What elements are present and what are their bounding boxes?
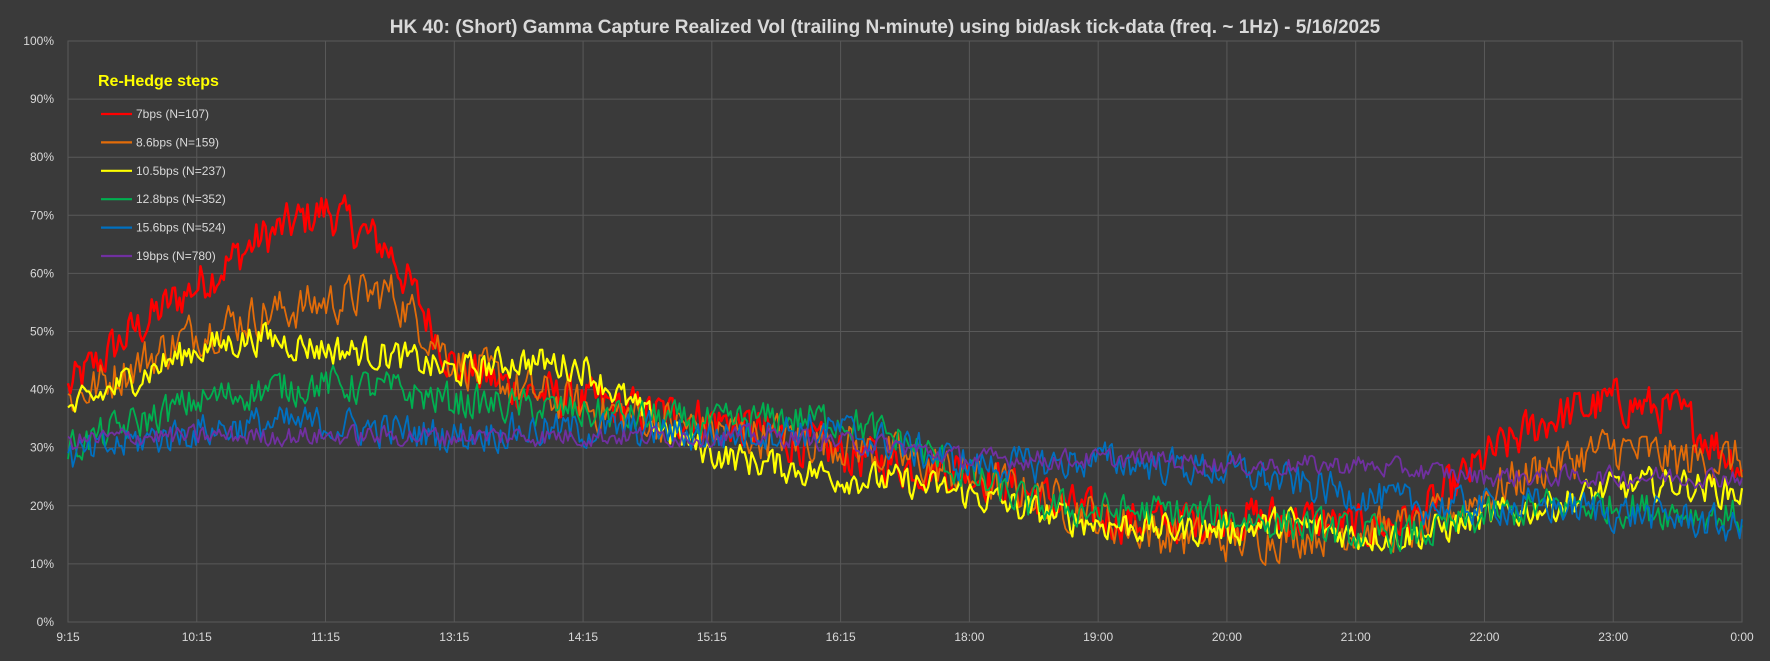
x-tick-label: 21:00 xyxy=(1341,630,1371,644)
plot-area xyxy=(67,40,1743,623)
y-tick-label: 70% xyxy=(30,208,54,222)
x-tick-label: 14:15 xyxy=(568,630,598,644)
legend-entry-label: 15.6bps (N=524) xyxy=(136,221,226,235)
x-tick-label: 23:00 xyxy=(1598,630,1628,644)
x-tick-label: 13:15 xyxy=(439,630,469,644)
y-tick-label: 30% xyxy=(30,441,54,455)
x-tick-label: 9:15 xyxy=(56,630,80,644)
y-tick-label: 20% xyxy=(30,499,54,513)
legend: Re-Hedge steps 7bps (N=107) 8.6bps (N=159… xyxy=(98,73,226,263)
series-line xyxy=(67,321,1744,552)
y-tick-label: 10% xyxy=(30,557,54,571)
y-tick-label: 90% xyxy=(30,92,54,106)
series-lines xyxy=(66,194,1744,566)
y-tick-label: 40% xyxy=(30,383,54,397)
x-tick-label: 0:00 xyxy=(1730,630,1754,644)
gridlines xyxy=(67,40,1743,623)
legend-entry-label: 8.6bps (N=159) xyxy=(136,135,219,149)
chart-title: HK 40: (Short) Gamma Capture Realized Vo… xyxy=(390,17,1381,38)
series-line xyxy=(67,406,1743,542)
axes: 0% 10% 20% 30% 40% 50% 60% 70% 80% 90% 100% 9:15 10:… xyxy=(23,34,1754,644)
y-tick-label: 100% xyxy=(23,34,54,48)
legend-title: Re-Hedge steps xyxy=(98,73,219,90)
x-tick-label: 11:15 xyxy=(311,630,340,644)
y-tick-label: 60% xyxy=(30,266,54,280)
y-tick-label: 80% xyxy=(30,150,54,164)
x-tick-label: 20:00 xyxy=(1212,630,1242,644)
x-tick-label: 22:00 xyxy=(1469,630,1499,644)
y-tick-label: 0% xyxy=(37,615,55,629)
legend-entry-label: 10.5bps (N=237) xyxy=(136,164,226,178)
legend-entry-label: 7bps (N=107) xyxy=(136,107,209,121)
x-tick-label: 18:00 xyxy=(954,630,984,644)
series-line xyxy=(67,422,1743,490)
x-tick-label: 10:15 xyxy=(182,630,212,644)
legend-entry-label: 12.8bps (N=352) xyxy=(136,192,226,206)
x-tick-label: 16:15 xyxy=(826,630,856,644)
y-tick-label: 50% xyxy=(30,325,54,339)
x-tick-label: 15:15 xyxy=(697,630,727,644)
series-line xyxy=(66,194,1744,547)
legend-entry-label: 19bps (N=780) xyxy=(136,249,216,263)
x-tick-label: 19:00 xyxy=(1083,630,1113,644)
